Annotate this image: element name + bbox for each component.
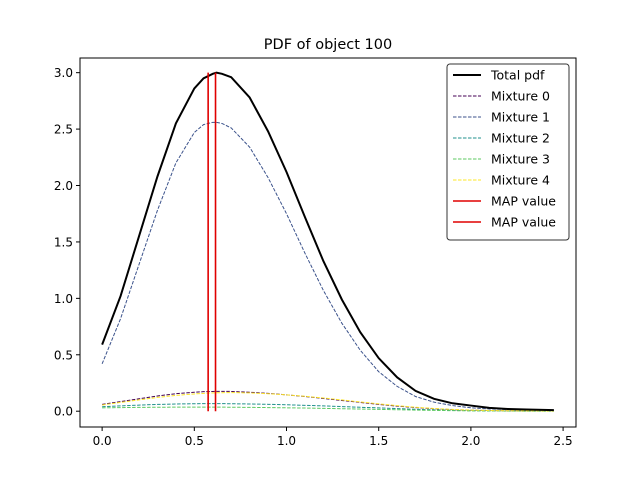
legend-label: Mixture 1: [491, 110, 550, 125]
x-tick-label: 2.5: [554, 434, 573, 448]
y-tick-label: 2.5: [54, 123, 73, 137]
y-tick-label: 3.0: [54, 66, 73, 80]
series-line-mixture-1: [101, 121, 554, 411]
y-tick-label: 0.5: [54, 348, 73, 362]
legend-item-mixture-4: Mixture 4: [453, 173, 550, 188]
y-tick-label: 1.5: [54, 235, 73, 249]
legend: Total pdf Mixture 0 Mixture 1 Mixture 2 Mixt…: [446, 63, 570, 241]
y-tick-label: 2.0: [54, 179, 73, 193]
legend-label: Mixture 2: [491, 131, 550, 146]
series-line-total-pdf: [101, 71, 554, 412]
y-tick-label: 1.0: [54, 292, 73, 306]
legend-item-mixture-2: Mixture 2: [453, 131, 550, 146]
legend-item-map-value: MAP value: [453, 215, 556, 230]
legend-label: MAP value: [491, 194, 556, 209]
series-line-mixture-3: [102, 406, 554, 412]
x-axis: 0.0 0.5 1.0 1.5 2.0 2.5: [93, 427, 573, 448]
x-tick-label: 0.0: [93, 434, 112, 448]
axes-frame: [79, 57, 577, 428]
series-line-mixture-4: [102, 392, 554, 412]
x-tick-label: 0.5: [185, 434, 204, 448]
y-tick-label: 0.0: [54, 405, 73, 419]
plot-area: [101, 71, 554, 412]
x-tick-label: 2.0: [461, 434, 480, 448]
legend-item-mixture-3: Mixture 3: [453, 152, 550, 167]
legend-item-map-value: MAP value: [453, 194, 556, 209]
x-tick-label: 1.0: [277, 434, 296, 448]
legend-label: Mixture 3: [491, 152, 550, 167]
legend-label: Mixture 4: [491, 173, 550, 188]
x-tick-label: 1.5: [369, 434, 388, 448]
legend-box: [446, 63, 570, 241]
legend-item-total-pdf: Total pdf: [453, 68, 545, 83]
y-axis: 0.0 0.5 1.0 1.5 2.0 2.5 3.0: [54, 66, 80, 419]
chart-title: PDF of object 100: [264, 37, 392, 53]
legend-label: Mixture 0: [491, 89, 550, 104]
legend-item-mixture-0: Mixture 0: [453, 89, 550, 104]
legend-label: MAP value: [491, 215, 556, 230]
legend-label: Total pdf: [490, 68, 545, 83]
legend-item-mixture-1: Mixture 1: [453, 110, 550, 125]
series-line-mixture-2: [102, 403, 554, 412]
